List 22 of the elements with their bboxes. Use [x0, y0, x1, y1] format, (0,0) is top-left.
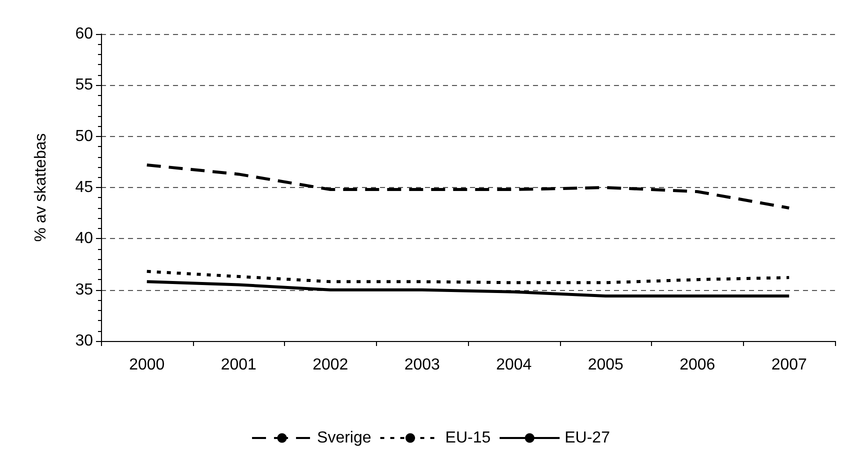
x-tick-label: 2001 [220, 356, 257, 374]
y-tick-label: 55 [75, 76, 94, 94]
x-tick-label: 2007 [771, 356, 808, 374]
legend-label: EU-15 [445, 430, 491, 446]
x-tick-label: 2006 [680, 356, 716, 374]
legend-label: Sverige [317, 430, 372, 446]
x-tick-label: 2004 [496, 356, 532, 374]
line-series [145, 163, 791, 210]
y-tick-label: 50 [75, 128, 94, 145]
x-tick-label: 2005 [588, 356, 624, 374]
line-series [145, 270, 791, 284]
y-tick-label: 35 [75, 281, 94, 298]
x-tick-label: 2002 [312, 356, 348, 374]
legend-label: EU-27 [564, 430, 610, 446]
y-tick-label: 45 [75, 179, 94, 196]
y-tick-label: 60 [75, 26, 94, 42]
x-tick-label: 2000 [129, 356, 165, 374]
line-series [145, 280, 791, 298]
y-tick-label: 30 [75, 332, 94, 350]
x-tick-label: 2003 [404, 356, 440, 374]
y-tick-label: 40 [75, 230, 94, 248]
y-axis-title: % av skattebas [32, 133, 50, 242]
